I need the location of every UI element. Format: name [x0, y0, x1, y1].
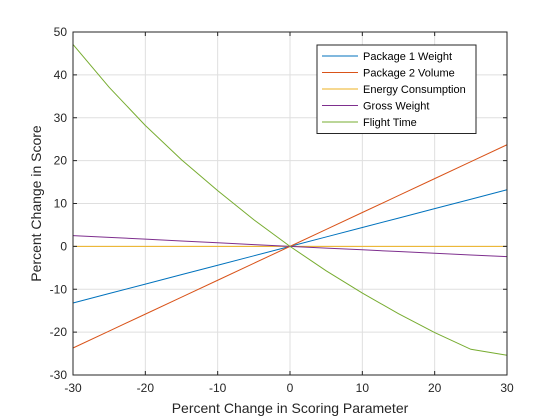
y-tick-label: 30 — [54, 111, 68, 125]
legend: Package 1 Weight Package 2 Volume Energy C… — [316, 44, 477, 134]
y-tick-label: -30 — [50, 368, 68, 382]
legend-label: Package 1 Weight — [363, 51, 452, 63]
x-tick-label: 30 — [500, 381, 514, 395]
y-tick-label: -10 — [50, 282, 68, 296]
x-tick-labels: -30 -20 -10 0 10 20 30 — [64, 381, 514, 395]
legend-label: Package 2 Volume — [363, 68, 455, 80]
series-lines — [72, 44, 508, 356]
x-tick-label: 10 — [356, 381, 370, 395]
series-line-flight-time — [72, 44, 508, 356]
x-tick-label: -20 — [137, 381, 155, 395]
x-tick-label: 20 — [428, 381, 442, 395]
legend-label: Energy Consumption — [363, 84, 466, 96]
x-tick-label: 0 — [287, 381, 294, 395]
y-tick-label: 40 — [54, 68, 68, 82]
y-tick-labels: -30 -20 -10 0 10 20 30 40 50 — [50, 25, 68, 382]
x-tick-label: -10 — [209, 381, 227, 395]
legend-label: Flight Time — [363, 117, 417, 129]
x-tick-label: -30 — [64, 381, 82, 395]
x-axis-label: Percent Change in Scoring Parameter — [172, 400, 409, 416]
y-tick-label: 50 — [54, 25, 68, 39]
legend-label: Gross Weight — [363, 101, 429, 113]
y-tick-label: 20 — [54, 154, 68, 168]
y-axis-label: Percent Change in Score — [28, 125, 44, 282]
y-tick-label: 10 — [54, 197, 68, 211]
tick-marks — [72, 31, 508, 376]
y-tick-label: 0 — [60, 239, 67, 253]
y-tick-label: -20 — [50, 325, 68, 339]
